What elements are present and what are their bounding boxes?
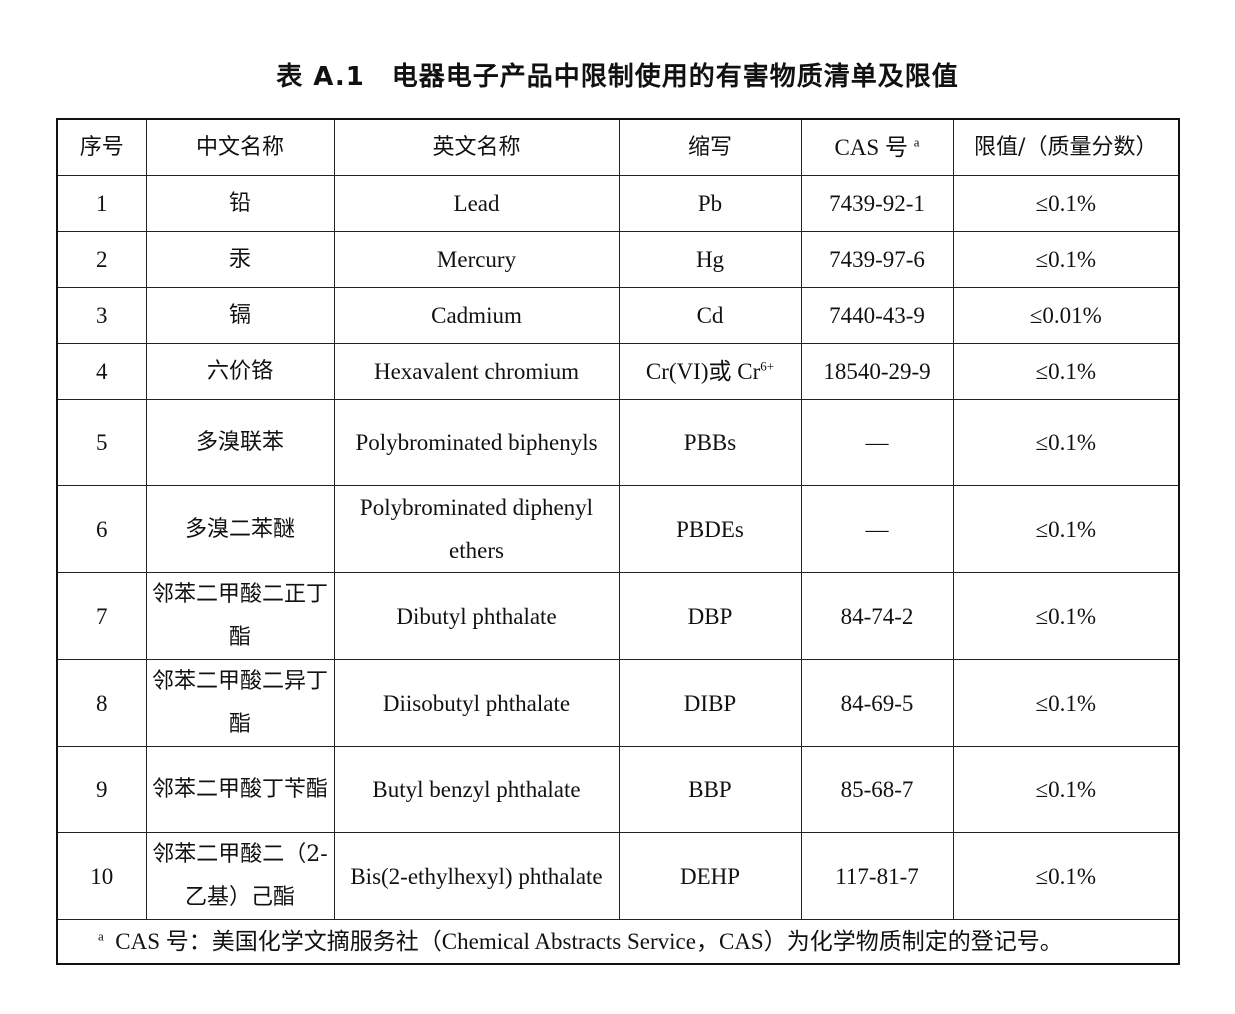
cell-cn: 镉 — [145, 287, 335, 344]
cell-cn: 六价铬 — [145, 343, 335, 400]
table-row: 3 镉 Cadmium Cd 7440-43-9 ≤0.01% — [56, 287, 1180, 344]
abbr-text: DBP — [687, 603, 733, 629]
cell-limit: ≤0.1% — [952, 399, 1180, 486]
cell-abbr: Hg — [618, 231, 802, 288]
cell-abbr: PBBs — [618, 399, 802, 486]
cell-cn: 邻苯二甲酸二异丁酯 — [145, 659, 335, 747]
cell-cn: 汞 — [145, 231, 335, 288]
cell-limit: ≤0.1% — [952, 746, 1180, 833]
table-title: 表 A.1 电器电子产品中限制使用的有害物质清单及限值 — [276, 62, 959, 92]
header-cas-label: CAS 号 — [834, 135, 908, 160]
cell-limit: ≤0.1% — [952, 659, 1180, 747]
cell-limit: ≤0.1% — [952, 343, 1180, 400]
footnote-text: CAS 号：美国化学文摘服务社（Chemical Abstracts Servi… — [115, 929, 1063, 954]
cell-en: Hexavalent chromium — [333, 343, 620, 400]
abbr-text: Cd — [696, 303, 724, 328]
cell-no: 3 — [56, 287, 147, 344]
cell-cn: 铅 — [145, 175, 335, 232]
cell-cas: 84-74-2 — [800, 572, 954, 660]
header-cn: 中文名称 — [145, 118, 335, 176]
cell-abbr: DBP — [618, 572, 802, 660]
cell-cn: 多溴联苯 — [145, 399, 335, 486]
header-abbr: 缩写 — [618, 118, 802, 176]
table-row: 2 汞 Mercury Hg 7439-97-6 ≤0.1% — [56, 231, 1180, 288]
cell-abbr: Cd — [618, 287, 802, 344]
table-row: 7 邻苯二甲酸二正丁酯 Dibutyl phthalate DBP 84-74-2 ≤0.… — [56, 572, 1180, 660]
cell-cas: 85-68-7 — [800, 746, 954, 833]
abbr-text: PBBs — [683, 430, 737, 455]
cell-limit: ≤0.1% — [952, 485, 1180, 573]
abbr-sup: 6+ — [760, 358, 775, 374]
table-row: 6 多溴二苯醚 Polybrominated diphenyl ethers PBDE… — [56, 485, 1180, 573]
cell-abbr: DEHP — [618, 832, 802, 920]
table-row: 10 邻苯二甲酸二（2-乙基）己酯 Bis(2-ethylhexyl) phthal… — [56, 832, 1180, 920]
cell-no: 7 — [56, 572, 147, 660]
cell-cas: 7440-43-9 — [800, 287, 954, 344]
cell-limit: ≤0.1% — [952, 572, 1180, 660]
abbr-text: PBDEs — [676, 516, 744, 542]
abbr-text: Cr(VI)或 Cr — [645, 359, 761, 384]
cell-no: 9 — [56, 746, 147, 833]
cell-no: 2 — [56, 231, 147, 288]
cell-no: 8 — [56, 659, 147, 747]
cell-abbr: DIBP — [618, 659, 802, 747]
cell-cn: 多溴二苯醚 — [145, 485, 335, 573]
table-row: 5 多溴联苯 Polybrominated biphenyls PBBs — ≤0.1% — [56, 399, 1180, 486]
header-no: 序号 — [56, 118, 147, 176]
cell-en: Mercury — [333, 231, 620, 288]
cell-cas: 117-81-7 — [800, 832, 954, 920]
cell-cas: — — [800, 399, 954, 486]
cell-no: 5 — [56, 399, 147, 486]
table-row: 8 邻苯二甲酸二异丁酯 Diisobutyl phthalate DIBP 84-69-… — [56, 659, 1180, 747]
header-row: 序号 中文名称 英文名称 缩写 CAS 号 a 限值/（质量分数） — [56, 118, 1180, 176]
cell-abbr: Cr(VI)或 Cr6+ — [618, 343, 802, 400]
cell-no: 4 — [56, 343, 147, 400]
header-cas: CAS 号 a — [800, 118, 954, 176]
abbr-text: DIBP — [683, 690, 737, 716]
table-row: 4 六价铬 Hexavalent chromium Cr(VI)或 Cr6+ 18540… — [56, 343, 1180, 400]
header-limit: 限值/（质量分数） — [952, 118, 1180, 176]
footnote-row: a CAS 号：美国化学文摘服务社（Chemical Abstracts Ser… — [56, 919, 1180, 965]
cell-limit: ≤0.1% — [952, 231, 1180, 288]
cell-en: Dibutyl phthalate — [333, 572, 620, 660]
cell-cas: 7439-92-1 — [800, 175, 954, 232]
footnote: a CAS 号：美国化学文摘服务社（Chemical Abstracts Ser… — [56, 919, 1180, 965]
cell-en: Butyl benzyl phthalate — [333, 746, 620, 833]
cell-abbr: Pb — [618, 175, 802, 232]
abbr-text: BBP — [688, 777, 732, 802]
cell-en: Diisobutyl phthalate — [333, 659, 620, 747]
cell-cas: 84-69-5 — [800, 659, 954, 747]
table-row: 9 邻苯二甲酸丁苄酯 Butyl benzyl phthalate BBP 85-68-… — [56, 746, 1180, 833]
cell-en: Cadmium — [333, 287, 620, 344]
abbr-text: Pb — [697, 191, 723, 216]
cell-abbr: PBDEs — [618, 485, 802, 573]
cell-no: 10 — [56, 832, 147, 920]
cell-limit: ≤0.1% — [952, 175, 1180, 232]
cell-en: Polybrominated diphenyl ethers — [333, 485, 620, 573]
cell-cn: 邻苯二甲酸二（2-乙基）己酯 — [145, 832, 335, 920]
cell-cas: — — [800, 485, 954, 573]
table-row: 1 铅 Lead Pb 7439-92-1 ≤0.1% — [56, 175, 1180, 232]
cell-limit: ≤0.1% — [952, 832, 1180, 920]
cell-limit: ≤0.01% — [952, 287, 1180, 344]
header-cas-sup: a — [913, 134, 920, 150]
hazardous-substances-table: 序号 中文名称 英文名称 缩写 CAS 号 a 限值/（质量分数） 1 铅 Lead… — [56, 118, 1180, 965]
cell-cas: 18540-29-9 — [800, 343, 954, 400]
abbr-text: DEHP — [679, 863, 741, 889]
footnote-mark: a — [98, 928, 104, 944]
cell-en: Bis(2-ethylhexyl) phthalate — [333, 832, 620, 920]
cell-cn: 邻苯二甲酸丁苄酯 — [145, 746, 335, 833]
cell-en: Lead — [333, 175, 620, 232]
cell-abbr: BBP — [618, 746, 802, 833]
cell-no: 6 — [56, 485, 147, 573]
cell-cn: 邻苯二甲酸二正丁酯 — [145, 572, 335, 660]
cell-en: Polybrominated biphenyls — [333, 399, 620, 486]
cell-cas: 7439-97-6 — [800, 231, 954, 288]
abbr-text: Hg — [695, 247, 725, 272]
cell-no: 1 — [56, 175, 147, 232]
header-en: 英文名称 — [333, 118, 620, 176]
